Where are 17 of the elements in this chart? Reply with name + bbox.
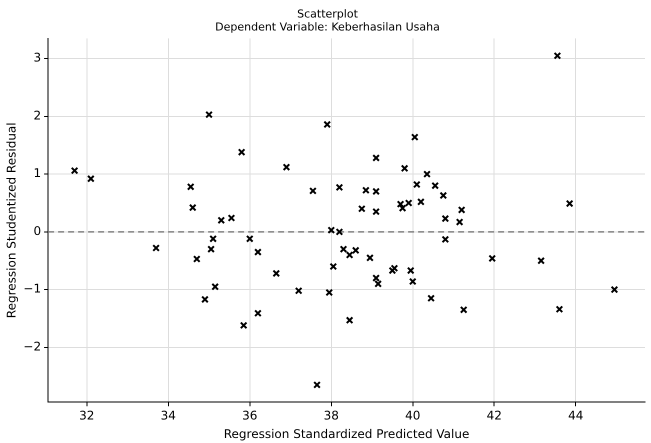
y-tick-label: 2	[33, 108, 42, 122]
chart-title: Scatterplot	[297, 7, 359, 20]
x-axis-title: Regression Standardized Predicted Value	[224, 426, 470, 441]
y-tick-label: 0	[33, 224, 42, 238]
chart-subtitle: Dependent Variable: Keberhasilan Usaha	[215, 20, 440, 34]
x-tick-label: 44	[568, 408, 584, 423]
y-tick-label: 1	[33, 166, 42, 180]
x-tick-label: 38	[324, 408, 339, 423]
y-axis-title: Regression Studentized Residual	[4, 122, 18, 318]
x-tick-label: 36	[242, 408, 258, 423]
x-tick-label: 34	[160, 408, 176, 423]
y-tick-label: 3	[33, 50, 42, 65]
x-tick-label: 42	[486, 408, 502, 423]
x-tick-label: 32	[79, 408, 94, 423]
x-tick-label: 40	[405, 408, 420, 423]
y-tick-label: −2	[23, 339, 42, 354]
y-tick-label: −1	[23, 282, 42, 296]
